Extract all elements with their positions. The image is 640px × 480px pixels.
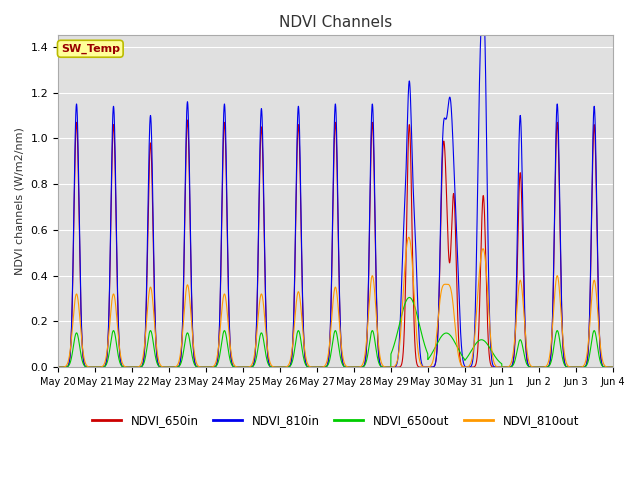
- Legend: NDVI_650in, NDVI_810in, NDVI_650out, NDVI_810out: NDVI_650in, NDVI_810in, NDVI_650out, NDV…: [87, 409, 584, 432]
- Title: NDVI Channels: NDVI Channels: [279, 15, 392, 30]
- Text: SW_Temp: SW_Temp: [61, 44, 120, 54]
- Y-axis label: NDVI channels (W/m2/nm): NDVI channels (W/m2/nm): [15, 127, 25, 275]
